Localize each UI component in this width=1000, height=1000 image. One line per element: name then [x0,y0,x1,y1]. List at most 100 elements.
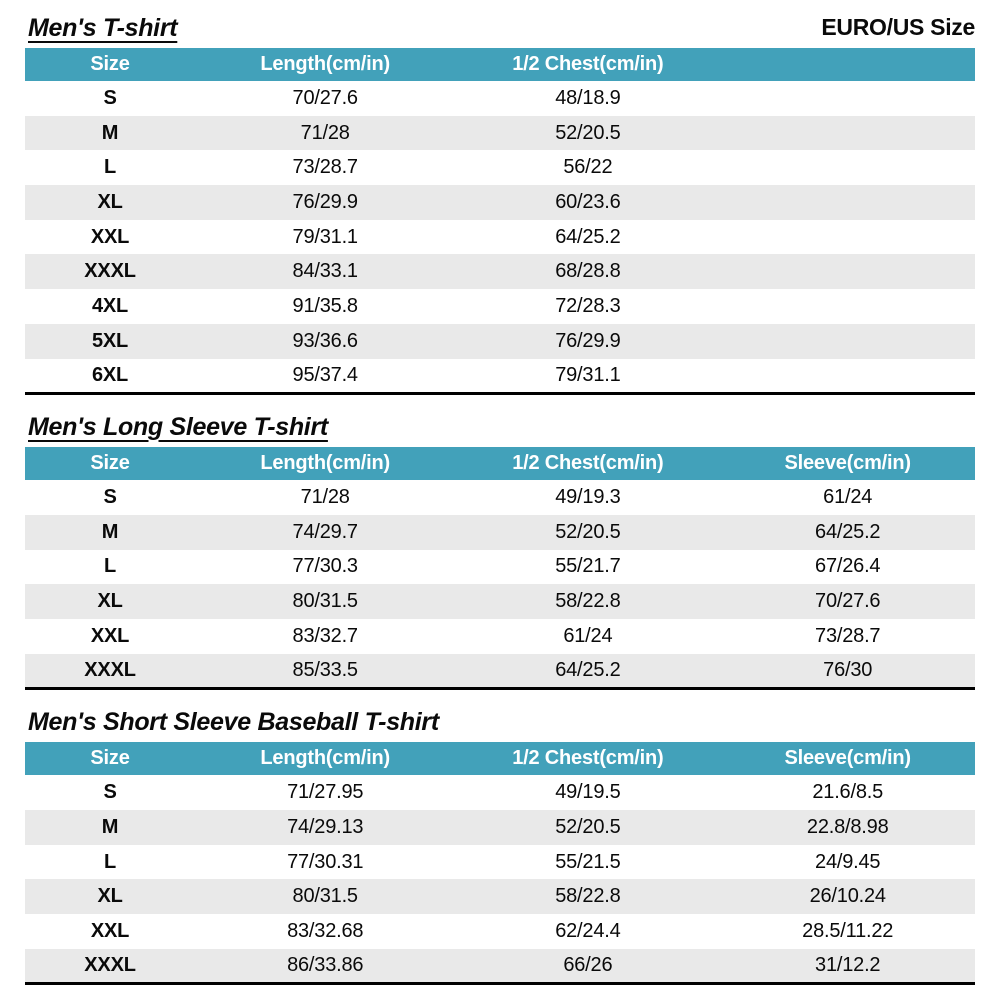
size-cell: S [103,781,117,804]
table-row: M 71/28 52/20.5 [25,115,975,151]
table-row: 4XL 91/35.8 72/28.3 [25,289,975,324]
table-row: L 73/28.7 56/22 [25,150,975,185]
value-cell: 61/24 [823,486,873,509]
value-cell: 58/22.8 [555,885,621,908]
value-cell: 80/31.5 [292,590,359,613]
empty-cell [720,324,975,359]
table-row: XXL 83/32.68 62/24.4 28.5/11.22 [25,914,975,949]
column-header: Sleeve(cm/in) [720,447,975,481]
value-cell: 76/29.9 [292,190,359,213]
column-header: 1/2 Chest(cm/in) [455,742,721,776]
column-header: Size [25,447,196,481]
value-cell: 71/28 [300,121,350,144]
empty-cell [720,185,975,220]
value-cell: 77/30.31 [287,850,364,873]
value-cell: 71/28 [300,486,350,509]
value-cell: 64/25.2 [815,520,881,543]
value-cell: 26/10.24 [809,885,886,908]
value-cell: 21.6/8.5 [812,781,884,804]
table-row: S 70/27.6 48/18.9 [25,81,975,116]
mens-long-sleeve-tshirt-table: Size Length(cm/in) 1/2 Chest(cm/in) Sleeve(… [25,447,975,690]
value-cell: 86/33.86 [287,953,364,976]
size-cell: XXXL [84,953,136,976]
size-cell: 5XL [91,329,129,352]
size-cell: M [101,815,119,838]
euro-us-size-label: EURO/US Size [821,14,975,40]
column-header: Sleeve(cm/in) [720,742,975,776]
table-row: L 77/30.3 55/21.7 67/26.4 [25,550,975,585]
empty-cell [720,81,975,116]
table-row: 5XL 93/36.6 76/29.9 [25,323,975,359]
section-mens-tshirt: Men's T-shirt EURO/US Size Size Length(cm… [25,14,975,395]
title-row: Men's T-shirt EURO/US Size [25,14,975,42]
size-cell: L [104,850,117,873]
value-cell: 58/22.8 [555,590,621,613]
size-cell: XL [97,885,123,908]
header-row: Size Length(cm/in) 1/2 Chest(cm/in) Sleeve(… [25,742,975,776]
size-cell: L [104,555,117,578]
empty-cell [720,150,975,185]
empty-cell [720,359,975,394]
value-cell: 83/32.7 [292,624,359,647]
section-mens-long-sleeve-tshirt: Men's Long Sleeve T-shirt Size Length(cm/… [25,412,975,690]
empty-header-cell [720,48,975,81]
header-row: Size Length(cm/in) 1/2 Chest(cm/in) Sleeve(… [25,447,975,481]
value-cell: 66/26 [563,953,613,976]
size-cell: 4XL [91,294,129,317]
value-cell: 64/25.2 [555,225,621,248]
value-cell: 48/18.9 [555,86,621,109]
value-cell: 60/23.6 [555,190,621,213]
size-cell: M [101,520,119,543]
table-row: XXXL 86/33.86 66/26 31/12.2 [25,948,975,984]
column-header: Length(cm/in) [195,48,456,81]
value-cell: 55/21.5 [555,850,621,873]
column-header: 1/2 Chest(cm/in) [455,48,721,81]
value-cell: 70/27.6 [815,590,881,613]
value-cell: 91/35.8 [292,294,359,317]
size-cell: M [101,121,119,144]
table-row: M 74/29.7 52/20.5 64/25.2 [25,514,975,550]
value-cell: 61/24 [563,624,613,647]
empty-cell [720,289,975,324]
table-row: 6XL 95/37.4 79/31.1 [25,359,975,394]
value-cell: 52/20.5 [555,121,621,144]
section-mens-short-sleeve-baseball-tshirt: Men's Short Sleeve Baseball T-shirt Size… [25,707,975,985]
column-header: Length(cm/in) [195,447,456,481]
table-row: XXL 83/32.7 61/24 73/28.7 [25,619,975,654]
column-header: 1/2 Chest(cm/in) [455,447,721,481]
value-cell: 76/30 [823,658,873,681]
size-cell: XL [97,190,123,213]
table-row: XXL 79/31.1 64/25.2 [25,220,975,255]
size-cell: XXXL [84,658,136,681]
table-row: XL 80/31.5 58/22.8 26/10.24 [25,879,975,915]
size-cell: S [103,486,117,509]
section-title-mens-short-sleeve-baseball-tshirt: Men's Short Sleeve Baseball T-shirt [28,707,439,736]
value-cell: 84/33.1 [292,260,359,283]
size-cell: 6XL [91,363,129,386]
value-cell: 56/22 [563,156,613,179]
table-row: XXXL 85/33.5 64/25.2 76/30 [25,653,975,689]
table-row: L 77/30.31 55/21.5 24/9.45 [25,845,975,880]
value-cell: 73/28.7 [292,156,359,179]
size-cell: XXL [90,919,130,942]
value-cell: 79/31.1 [292,225,359,248]
table-row: S 71/27.95 49/19.5 21.6/8.5 [25,775,975,810]
value-cell: 71/27.95 [287,781,364,804]
title-row: Men's Short Sleeve Baseball T-shirt [25,707,975,737]
value-cell: 72/28.3 [555,294,621,317]
column-header: Size [25,48,196,81]
mens-tshirt-table: Size Length(cm/in) 1/2 Chest(cm/in) S 70/27.… [25,48,975,395]
value-cell: 74/29.13 [287,815,364,838]
empty-cell [720,116,975,151]
section-title-mens-long-sleeve-tshirt: Men's Long Sleeve T-shirt [28,412,328,441]
value-cell: 79/31.1 [555,363,621,386]
value-cell: 24/9.45 [815,850,881,873]
column-header: Size [25,742,196,776]
value-cell: 67/26.4 [815,555,881,578]
table-row: M 74/29.13 52/20.5 22.8/8.98 [25,810,975,845]
value-cell: 85/33.5 [292,658,359,681]
value-cell: 52/20.5 [555,815,621,838]
value-cell: 49/19.3 [555,486,621,509]
value-cell: 80/31.5 [292,885,359,908]
